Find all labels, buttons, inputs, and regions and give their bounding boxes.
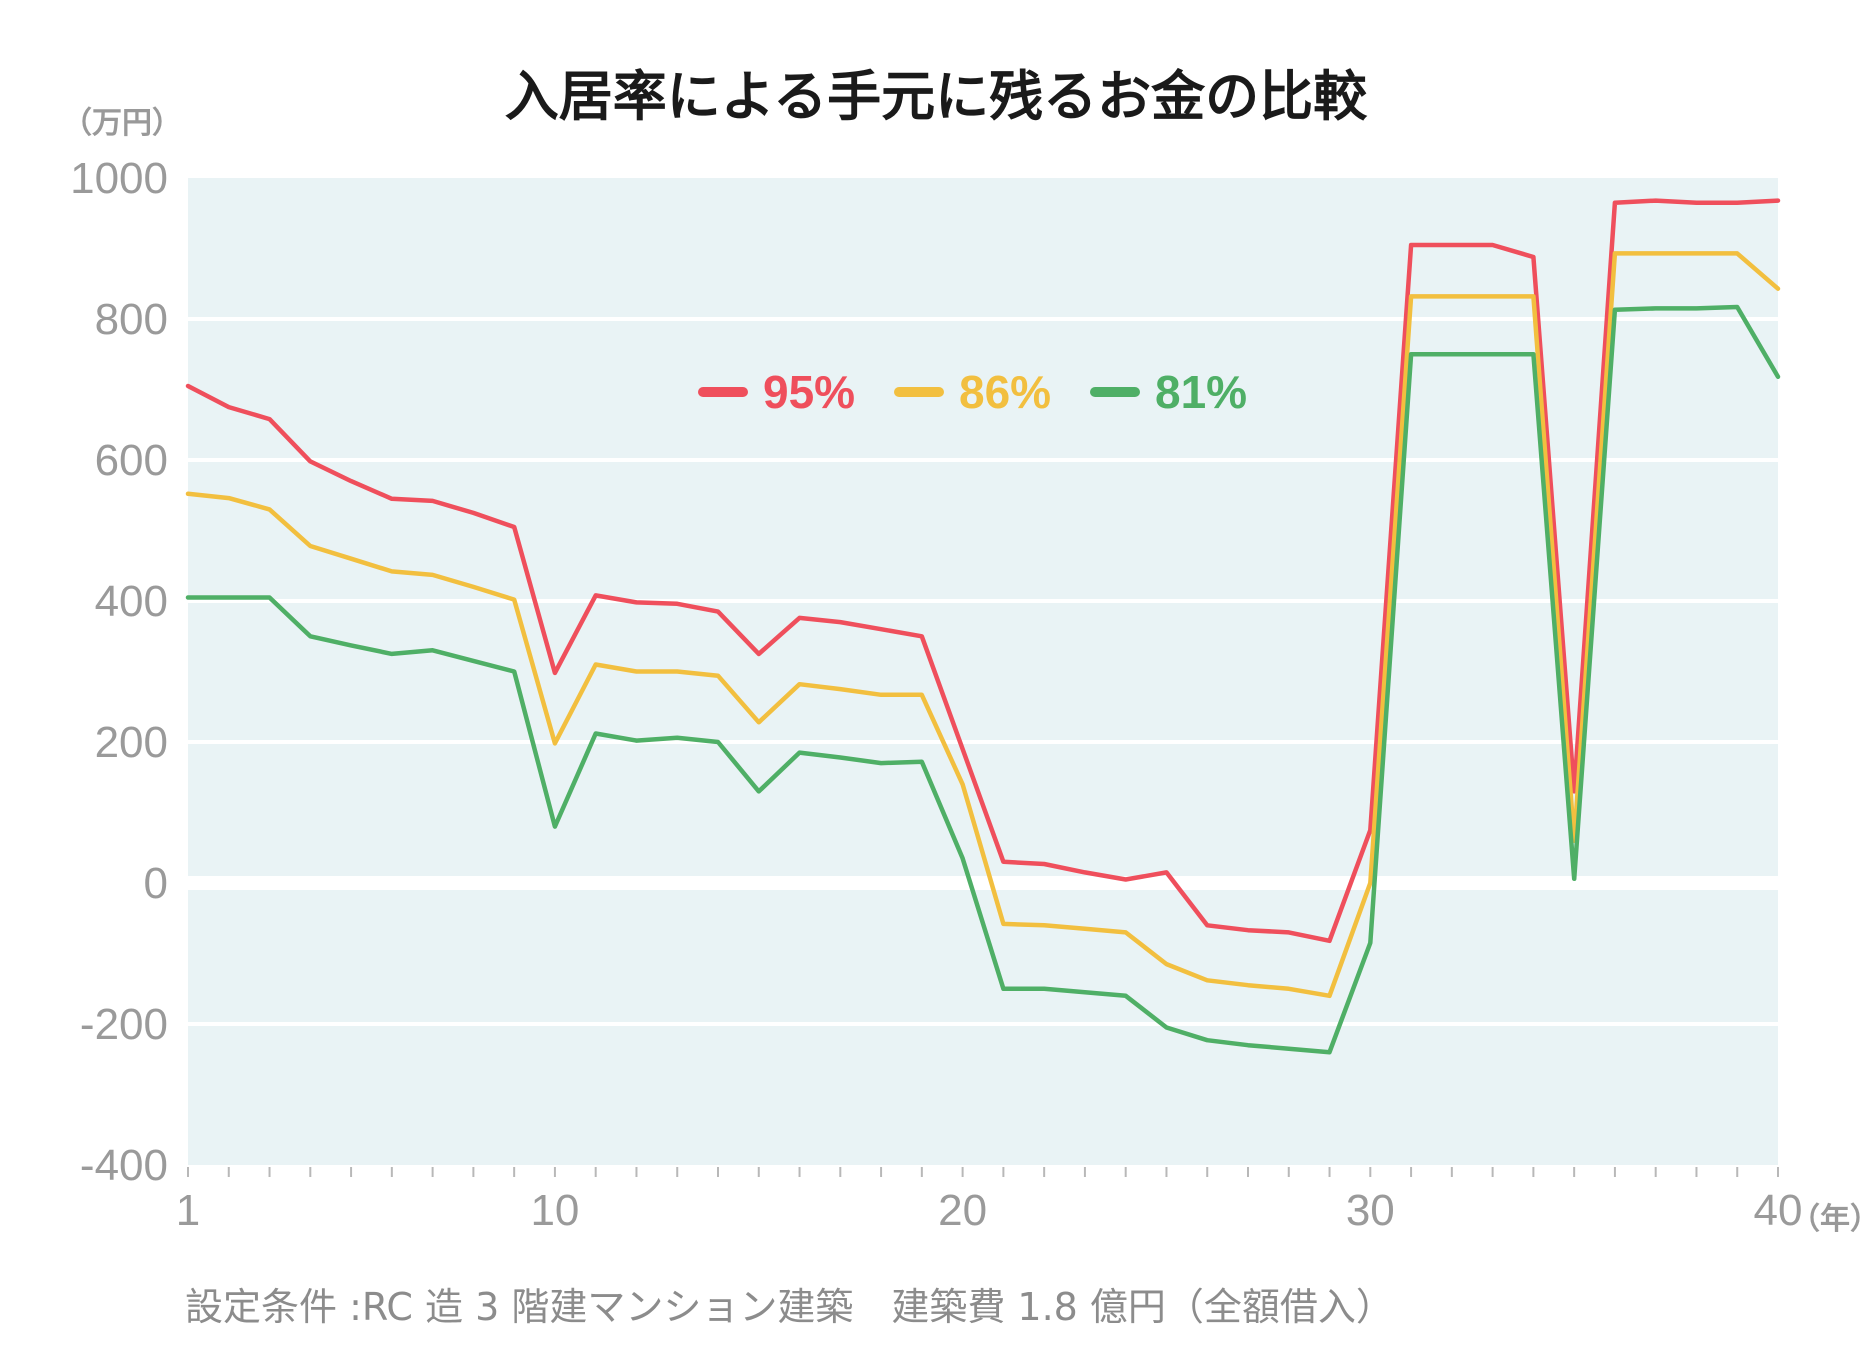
y-tick-label: 1000 — [70, 154, 168, 203]
legend-label-2: 81% — [1155, 366, 1247, 418]
series-lines — [185, 198, 1781, 1055]
grid-lines — [188, 317, 1778, 1026]
x-tick-label: 30 — [1346, 1186, 1395, 1235]
series-line-2 — [185, 304, 1781, 1055]
series-line-1 — [185, 251, 1781, 999]
legend-label-1: 86% — [959, 366, 1051, 418]
y-tick-label: -400 — [80, 1141, 168, 1190]
series-line-0 — [185, 198, 1781, 944]
legend-label-0: 95% — [763, 366, 855, 418]
x-tick-label: 40 — [1754, 1186, 1803, 1235]
chart-title: 入居率による手元に残るお金の比較 — [504, 65, 1368, 128]
y-axis-unit-label: （万円） — [62, 106, 182, 141]
x-tick-label: 10 — [530, 1186, 579, 1235]
legend: 95% 86% 81% — [698, 366, 1247, 418]
plot-background — [188, 178, 1778, 1165]
chart-footnote: 設定条件 :RC 造 3 階建マンション建築 建築費 1.8 億円（全額借入） — [185, 1285, 1394, 1329]
y-tick-label: -200 — [80, 1000, 168, 1049]
y-tick-label: 600 — [95, 436, 168, 485]
x-tick-label: 20 — [938, 1186, 987, 1235]
axes: -400 -200 0 200 400 600 800 1000 1 10 20 30 40 — [70, 154, 1802, 1235]
y-tick-label: 400 — [95, 577, 168, 626]
x-tick-label: 1 — [176, 1186, 200, 1235]
y-tick-label: 0 — [144, 859, 168, 908]
y-tick-label: 800 — [95, 295, 168, 344]
x-axis-unit-label: （年） — [1790, 1202, 1872, 1237]
y-tick-label: 200 — [95, 718, 168, 767]
